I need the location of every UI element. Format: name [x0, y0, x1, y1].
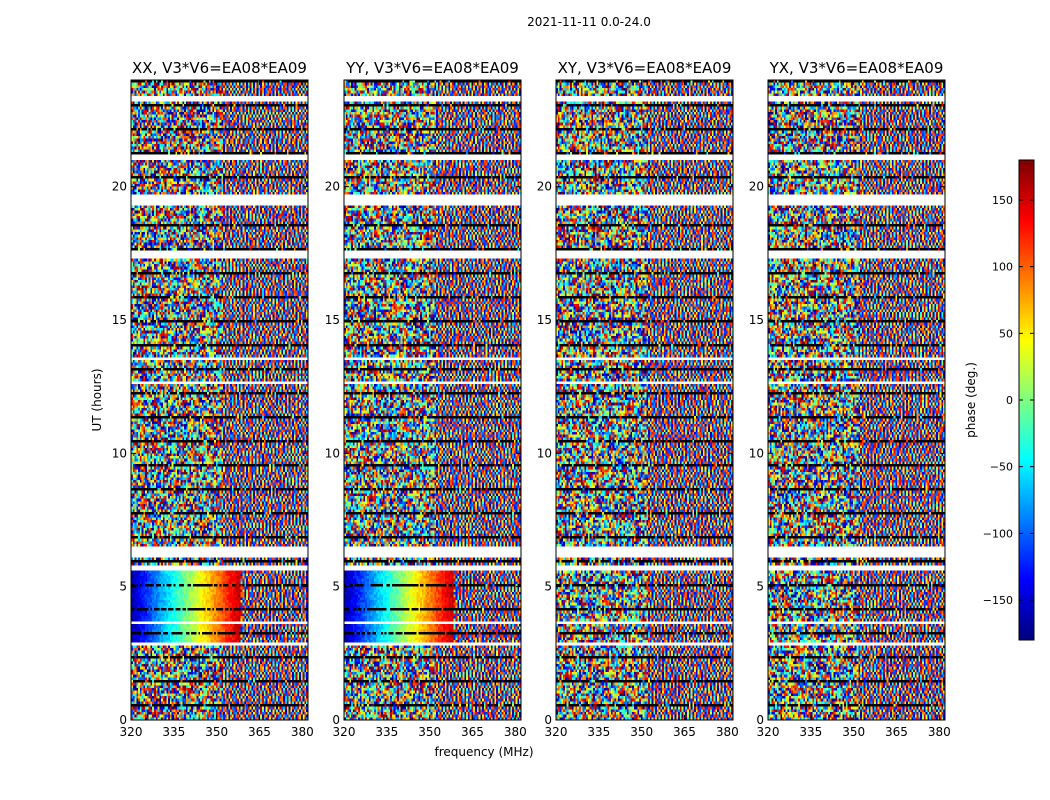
- figure-title: 2021-11-11 0.0-24.0: [527, 15, 651, 29]
- y-tick-label: 5: [119, 580, 127, 594]
- x-tick-label: 365: [461, 725, 484, 739]
- panel-title: XY, V3*V6=EA08*EA09: [558, 59, 732, 77]
- x-tick-label: 365: [673, 725, 696, 739]
- x-tick-label: 365: [885, 725, 908, 739]
- colorbar-tick-label: 150: [992, 194, 1013, 207]
- colorbar: 150 100 50 0 −50 −100 −150: [983, 159, 1035, 641]
- x-tick-label: 350: [842, 725, 865, 739]
- panel-yy: YY, V3*V6=EA08*EA09 320 335 350 365 380 0 5 10 15…: [325, 59, 527, 739]
- panel-title: YX, V3*V6=EA08*EA09: [769, 59, 944, 77]
- colorbar-tick-label: 50: [999, 327, 1013, 340]
- x-tick-label: 350: [630, 725, 653, 739]
- colorbar-gradient: [1019, 160, 1034, 640]
- phase-heatmap: [131, 80, 308, 720]
- axes-frame: [343, 79, 522, 721]
- x-tick-label: 365: [248, 725, 271, 739]
- colorbar-tick-label: −50: [990, 461, 1013, 474]
- x-tick-label: 335: [587, 725, 610, 739]
- y-tick-label: 5: [332, 580, 340, 594]
- x-tick-label: 380: [716, 725, 739, 739]
- x-tick-label: 320: [333, 725, 356, 739]
- y-tick-label: 5: [756, 580, 764, 594]
- y-tick-label: 0: [756, 713, 764, 727]
- colorbar-tick-label: 0: [1006, 394, 1013, 407]
- y-tick-label: 0: [332, 713, 340, 727]
- panel-xx: XX, V3*V6=EA08*EA09 320 335 350 365 380 0 5 10 15…: [112, 59, 314, 739]
- y-tick-label: 15: [325, 313, 340, 327]
- colorbar-label: phase (deg.): [964, 362, 978, 438]
- phase-heatmap: [556, 80, 733, 720]
- y-tick-label: 20: [325, 180, 340, 194]
- phase-heatmap: [344, 80, 521, 720]
- axes-frame: [555, 79, 734, 721]
- x-tick-label: 380: [928, 725, 951, 739]
- colorbar-tick-label: −100: [983, 527, 1013, 540]
- axes-frame: [767, 79, 946, 721]
- y-tick-label: 20: [112, 180, 127, 194]
- x-axis-label: frequency (MHz): [434, 745, 533, 759]
- x-tick-label: 380: [504, 725, 527, 739]
- panel-title: XX, V3*V6=EA08*EA09: [132, 59, 307, 77]
- y-tick-label: 20: [749, 180, 764, 194]
- x-tick-label: 335: [162, 725, 185, 739]
- x-tick-label: 320: [545, 725, 568, 739]
- panel-yx: YX, V3*V6=EA08*EA09 320 335 350 365 380 0 5 10 15…: [749, 59, 951, 739]
- y-tick-label: 10: [325, 446, 340, 460]
- x-tick-label: 350: [205, 725, 228, 739]
- x-tick-label: 350: [418, 725, 441, 739]
- y-axis-label: UT (hours): [90, 368, 104, 431]
- panels: XX, V3*V6=EA08*EA09 320 335 350 365 380 0 5 10 15…: [112, 59, 951, 739]
- x-tick-label: 380: [291, 725, 314, 739]
- y-tick-label: 15: [537, 313, 552, 327]
- y-tick-label: 0: [119, 713, 127, 727]
- y-tick-label: 20: [537, 180, 552, 194]
- y-tick-label: 15: [112, 313, 127, 327]
- axes-frame: [130, 79, 309, 721]
- y-tick-label: 0: [544, 713, 552, 727]
- phase-heatmap: [768, 80, 945, 720]
- colorbar-tick-label: 100: [992, 261, 1013, 274]
- x-tick-label: 335: [375, 725, 398, 739]
- x-tick-label: 335: [799, 725, 822, 739]
- x-tick-label: 320: [120, 725, 143, 739]
- panel-title: YY, V3*V6=EA08*EA09: [345, 59, 519, 77]
- colorbar-tick-label: −150: [983, 594, 1013, 607]
- y-tick-label: 10: [112, 446, 127, 460]
- y-tick-label: 15: [749, 313, 764, 327]
- x-tick-label: 320: [757, 725, 780, 739]
- y-tick-label: 5: [544, 580, 552, 594]
- y-tick-label: 10: [749, 446, 764, 460]
- y-tick-label: 10: [537, 446, 552, 460]
- panel-xy: XY, V3*V6=EA08*EA09 320 335 350 365 380 0 5 10 15…: [537, 59, 739, 739]
